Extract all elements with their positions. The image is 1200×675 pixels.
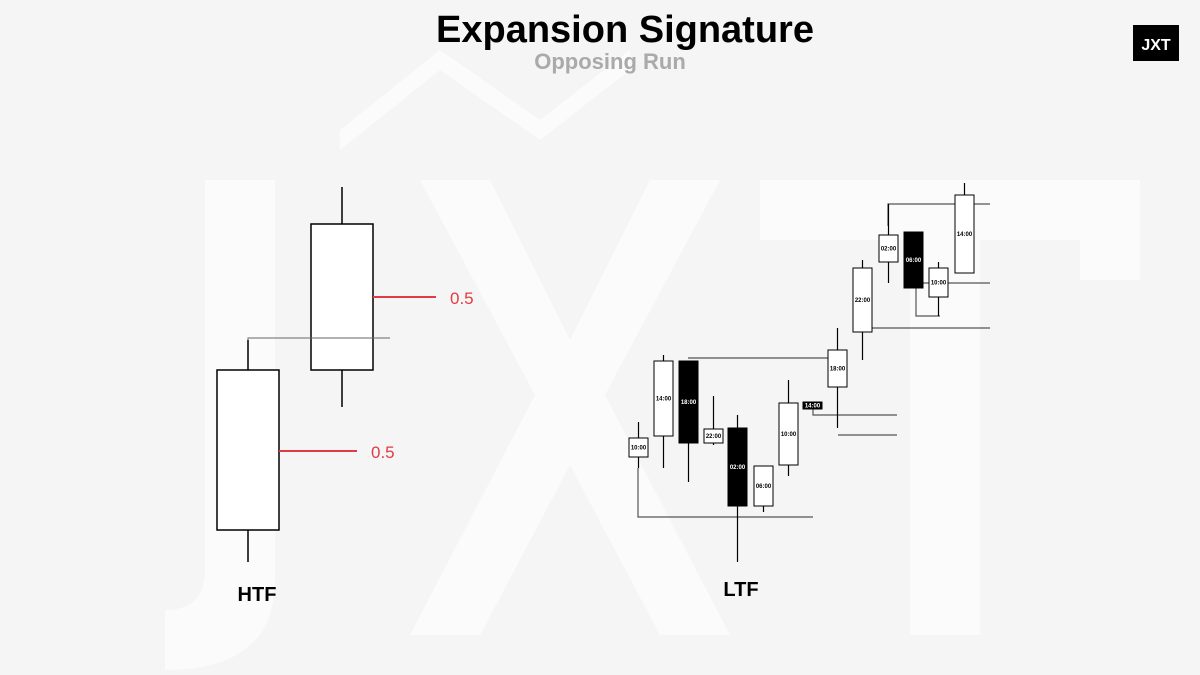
candle (852, 267, 873, 333)
level-line (247, 337, 390, 340)
ltf-label: LTF (723, 579, 758, 601)
candle-time: 06:00 (906, 258, 922, 264)
subtitle: Opposing Run (534, 49, 686, 74)
candle-time: 06:00 (756, 484, 772, 490)
candle (778, 402, 799, 466)
level-label: 0.5 (450, 289, 474, 308)
candle (703, 428, 724, 444)
candle-time: 10:00 (781, 432, 797, 438)
htf-label: HTF (238, 584, 277, 606)
candle (678, 360, 699, 444)
candle (216, 369, 280, 531)
candle-time: 10:00 (931, 281, 947, 287)
logo-box (1133, 25, 1179, 61)
candle-time: 18:00 (681, 400, 697, 406)
candle-time: 10:00 (631, 446, 647, 452)
candle (903, 231, 924, 289)
candle (628, 437, 649, 458)
level-label: 0.5 (371, 443, 395, 462)
htf-candles (216, 187, 390, 562)
title: Expansion Signature (436, 9, 814, 51)
candle (802, 401, 823, 410)
candle (727, 427, 748, 507)
candle-time: 22:00 (706, 434, 722, 440)
candle (954, 194, 975, 274)
candle-time: 18:00 (830, 367, 846, 373)
logo: JXT (1141, 37, 1171, 54)
candle (928, 267, 949, 298)
candle (827, 349, 848, 388)
candle-time: 14:00 (805, 404, 821, 410)
candle (310, 223, 374, 371)
candle (653, 360, 674, 437)
candle (878, 234, 899, 263)
candle (753, 465, 774, 507)
candle-time: 02:00 (881, 247, 897, 253)
ltf-candles: 10:00 14:00 18:00 22:00 02:00 06:00 10:00 14:00… (628, 183, 975, 562)
candle-time: 14:00 (656, 397, 672, 403)
candle-time: 02:00 (730, 465, 746, 471)
candle-time: 14:00 (957, 232, 973, 238)
candle-time: 22:00 (855, 298, 871, 304)
